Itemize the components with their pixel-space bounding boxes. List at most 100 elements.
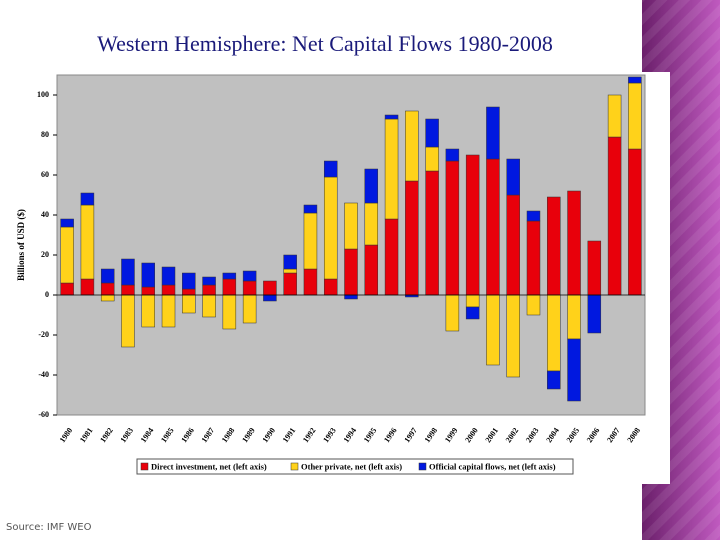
bar-segment [121,294,135,348]
y-tick-label: 80 [41,130,49,139]
bar-segment [141,262,155,288]
bar-segment [202,276,216,286]
bar-segment [628,148,642,296]
bar-segment [465,294,480,308]
bar-segment [506,194,520,296]
y-tick-label: 20 [41,250,49,259]
bar-segment [242,294,257,324]
bar-segment [567,294,581,340]
bar-segment [486,294,500,366]
bar-segment [607,136,622,296]
chart-title: Western Hemisphere: Net Capital Flows 19… [97,31,553,56]
y-tick-label: -60 [38,410,49,419]
bar-segment [506,158,520,196]
legend-box [136,458,574,475]
bar-segment [242,280,257,296]
legend-label: Other private, net (left axis) [301,461,402,471]
y-tick-label: 100 [37,90,49,99]
bar-segment [80,278,95,296]
bar-segment [384,114,399,120]
bar-segment [445,148,460,162]
bar-segment [384,218,399,296]
bar-segment [283,268,297,274]
bar-segment [445,294,460,332]
bar-segment [628,82,642,150]
bar-segment [121,284,135,296]
bar-segment [526,210,541,222]
bar-segment [323,176,338,280]
bar-segment [100,268,115,284]
bar-segment [506,294,520,378]
bar-segment [202,294,216,318]
source: Source: IMF WEO [6,522,92,533]
plot-area [56,74,646,416]
bar-segment [628,76,642,84]
bar-segment [80,204,95,280]
bar-segment [100,282,115,296]
bar-segment [364,202,379,246]
bar-segment [526,220,541,296]
bar-segment [323,160,338,178]
bar-segment [182,288,196,296]
bar-segment [344,248,358,296]
bar-segment [182,294,196,314]
bar-segment [283,272,297,296]
bar-segment [202,284,216,296]
bar-segment [425,170,439,296]
bar-segment [161,266,176,286]
y-tick-label: 0 [45,290,49,299]
bar-segment [283,254,297,270]
bar-segment [80,192,95,206]
bar-segment [242,270,257,282]
y-tick-label: 60 [41,170,49,179]
bar-segment [364,168,379,204]
bar-segment [323,278,338,296]
legend-swatch [290,462,299,471]
bar-segment [547,370,561,390]
bar-segment [182,272,196,290]
bar-segment [100,294,115,302]
bar-segment [364,244,379,296]
y-tick-label: -40 [38,370,49,379]
bar-segment [161,284,176,296]
bar-segment [344,294,358,300]
bar-segment [486,106,500,160]
bar-segment [303,212,318,270]
bar-segment [465,306,480,320]
legend-label: Official capital flows, net (left axis) [429,461,556,471]
bar-segment [425,118,439,148]
bar-segment [547,294,561,372]
bar-segment [121,258,135,286]
bar-segment [465,154,480,296]
bar-segment [222,272,237,280]
legend-swatch [418,462,427,471]
bar-segment [384,118,399,220]
bar-segment [303,204,318,214]
bar-segment [344,202,358,250]
bar-segment [405,110,419,182]
bar-segment [141,286,155,296]
bar-segment [425,146,439,172]
bar-segment [263,294,277,302]
bar-segment [526,294,541,316]
bar-segment [161,294,176,328]
bar-segment [567,338,581,402]
bar-segment [60,226,74,284]
bar-segment [263,280,277,296]
bar-segment [60,218,74,228]
bar-segment [607,94,622,138]
y-axis-title: Billions of USD ($) [16,209,26,281]
bar-segment [222,278,237,296]
y-tick-label: -20 [38,330,49,339]
bar-segment [405,180,419,296]
bar-segment [60,282,74,296]
bar-segment [445,160,460,296]
bar-segment [222,294,237,330]
bar-segment [587,240,602,296]
y-tick-label: 40 [41,210,49,219]
bar-segment [141,294,155,328]
bar-segment [547,196,561,296]
bar-segment [486,158,500,296]
bar-segment [587,294,602,334]
